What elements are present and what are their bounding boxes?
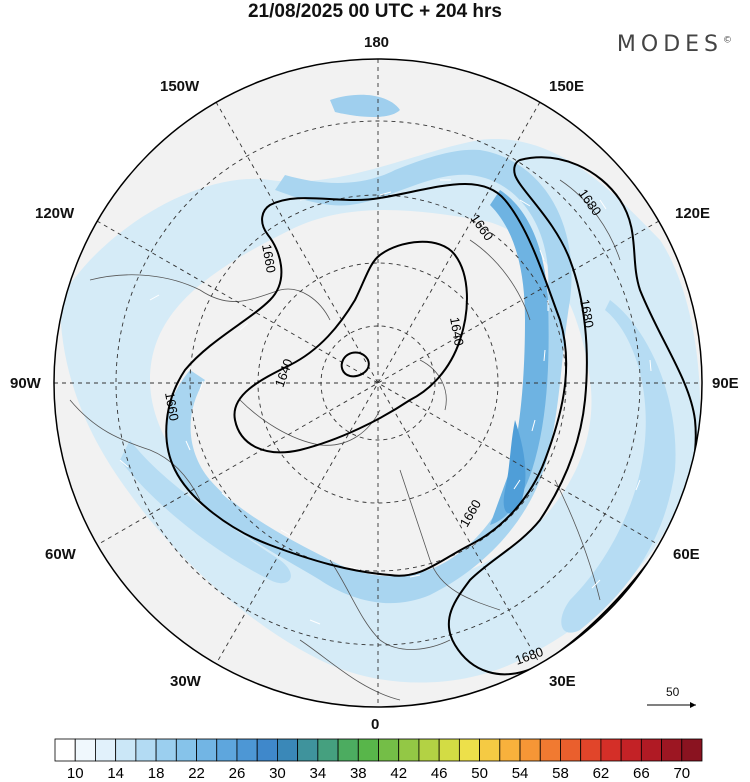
contour-labels: 1680 1680 1680 1660 1660 1660 1640 1640 … bbox=[162, 186, 604, 668]
map-disc: 1680 1680 1680 1660 1660 1660 1640 1640 … bbox=[54, 59, 702, 707]
chart-title: 21/08/2025 00 UTC + 204 hrs bbox=[247, 1, 503, 22]
wind-vectors bbox=[119, 179, 652, 625]
colorbar-tick-label: 10 bbox=[67, 765, 84, 782]
colorbar-cell bbox=[640, 738, 662, 762]
colorbar-tick-label: 46 bbox=[431, 765, 448, 782]
lon-label-120w: 120W bbox=[35, 205, 75, 222]
colorbar-tick-label: 42 bbox=[390, 765, 407, 782]
colorbar-cell bbox=[277, 738, 299, 762]
colorbar-tick-label: 14 bbox=[107, 765, 124, 782]
colorbar-cell bbox=[681, 738, 703, 762]
reference-vector-label: 50 bbox=[666, 685, 680, 699]
colorbar-cell bbox=[297, 738, 319, 762]
lon-label-150e: 150E bbox=[549, 78, 585, 95]
colorbar-cell bbox=[135, 738, 157, 762]
colorbar-cell bbox=[95, 738, 117, 762]
colorbar-tick-label: 70 bbox=[673, 765, 690, 782]
lon-label-0: 0 bbox=[371, 716, 380, 733]
lon-label-180: 180 bbox=[364, 34, 390, 51]
colorbar-cell bbox=[357, 738, 379, 762]
colorbar-cell bbox=[539, 738, 561, 762]
colorbar-cell bbox=[196, 738, 218, 762]
colorbar-cell bbox=[398, 738, 420, 762]
wind-shading-pacific bbox=[330, 94, 400, 117]
contour-1640 bbox=[233, 240, 468, 454]
reference-vector bbox=[647, 702, 696, 708]
colorbar-cell bbox=[499, 738, 521, 762]
colorbar-cell bbox=[620, 738, 642, 762]
colorbar-cell bbox=[600, 738, 622, 762]
brand-text: MODES bbox=[616, 32, 723, 57]
contour-1680 bbox=[447, 156, 697, 676]
colorbar-cell bbox=[378, 738, 400, 762]
lon-label-120e: 120E bbox=[675, 205, 711, 222]
lon-label-150w: 150W bbox=[160, 78, 200, 95]
colorbar-tick-label: 66 bbox=[633, 765, 650, 782]
colorbar-tick-label: 62 bbox=[593, 765, 610, 782]
map-boundary bbox=[53, 58, 703, 708]
contour-label: 1680 bbox=[577, 298, 597, 329]
lon-label-90e: 90E bbox=[712, 375, 739, 392]
wind-shading-core-2 bbox=[503, 420, 526, 514]
contour-1640-inner bbox=[340, 351, 370, 378]
lon-label-30w: 30W bbox=[170, 673, 201, 690]
colorbar-cells bbox=[54, 738, 703, 762]
colorbar-cell bbox=[519, 738, 541, 762]
coastlines bbox=[69, 179, 621, 701]
colorbar-cell bbox=[337, 738, 359, 762]
contour-label: 1640 bbox=[447, 316, 467, 347]
lon-label-60w: 60W bbox=[45, 546, 76, 563]
lon-label-30e: 30E bbox=[549, 673, 576, 690]
brand-mark: © bbox=[723, 35, 732, 46]
colorbar-cell bbox=[175, 738, 197, 762]
colorbar-cell bbox=[216, 738, 238, 762]
colorbar-cell bbox=[458, 738, 480, 762]
wind-shading-core bbox=[490, 190, 549, 525]
height-contours bbox=[165, 156, 697, 676]
colorbar-cell bbox=[155, 738, 177, 762]
colorbar-cell bbox=[236, 738, 258, 762]
colorbar-tick-label: 38 bbox=[350, 765, 367, 782]
colorbar-cell bbox=[438, 738, 460, 762]
lon-label-60e: 60E bbox=[673, 546, 700, 563]
colorbar-cell bbox=[418, 738, 440, 762]
colorbar-tick-label: 54 bbox=[512, 765, 529, 782]
colorbar-cell bbox=[115, 738, 137, 762]
contour-1660 bbox=[165, 183, 568, 577]
colorbar-tick-label: 26 bbox=[229, 765, 246, 782]
contour-label: 1660 bbox=[259, 243, 279, 274]
wind-shading-atlantic bbox=[120, 440, 291, 584]
colorbar-cell bbox=[479, 738, 501, 762]
colorbar-tick-label: 50 bbox=[471, 765, 488, 782]
polar-map: 1680 1680 1680 1660 1660 1660 1640 1640 … bbox=[53, 58, 703, 708]
colorbar-tick-label: 18 bbox=[148, 765, 165, 782]
colorbar-tick-label: 22 bbox=[188, 765, 205, 782]
colorbar-cell bbox=[317, 738, 339, 762]
colorbar-cell bbox=[580, 738, 602, 762]
colorbar-cell bbox=[74, 738, 96, 762]
colorbar-cell bbox=[54, 738, 76, 762]
colorbar-cell bbox=[661, 738, 683, 762]
lon-label-90w: 90W bbox=[10, 375, 41, 392]
contour-label: 1660 bbox=[162, 391, 182, 422]
colorbar-cell bbox=[560, 738, 582, 762]
wind-shading-jet bbox=[165, 149, 572, 604]
colorbar-ticks: 10 14 18 22 26 30 34 38 42 46 50 54 58 62 66 70 bbox=[67, 765, 690, 782]
colorbar-tick-label: 58 bbox=[552, 765, 569, 782]
colorbar-cell bbox=[256, 738, 278, 762]
brand-logo: MODES© bbox=[617, 32, 732, 57]
colorbar-tick-label: 34 bbox=[310, 765, 327, 782]
colorbar-tick-label: 30 bbox=[269, 765, 286, 782]
